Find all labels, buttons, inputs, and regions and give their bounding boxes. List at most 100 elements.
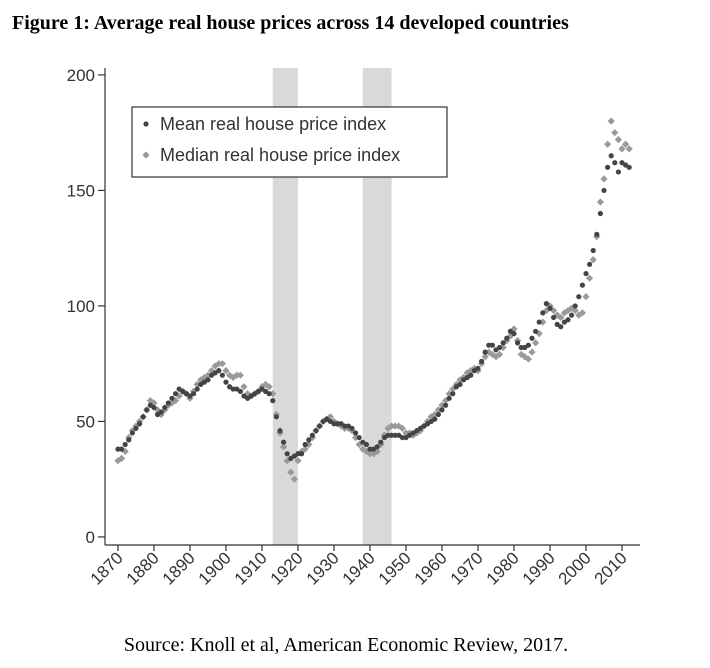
data-point (442, 402, 449, 408)
data-point (441, 397, 450, 405)
data-point (387, 422, 396, 430)
y-tick-label: 50 (76, 412, 95, 431)
data-point (266, 391, 272, 397)
data-point (114, 457, 122, 465)
data-point (305, 440, 313, 449)
data-point (511, 331, 517, 337)
data-point (583, 270, 589, 277)
data-point (237, 388, 243, 394)
data-point (295, 451, 301, 457)
data-point (576, 294, 582, 300)
data-point (540, 310, 546, 316)
data-point (233, 371, 241, 379)
legend: Mean real house price index Median real h… (131, 106, 448, 178)
data-point (218, 360, 226, 368)
data-point (133, 425, 139, 431)
x-tick-label: 1930 (303, 548, 343, 588)
data-point (575, 311, 583, 319)
data-point (590, 247, 596, 254)
y-tick-label: 100 (67, 297, 95, 316)
data-point (475, 365, 481, 371)
x-tick-label: 2010 (591, 548, 631, 588)
x-tick-label: 1950 (375, 548, 415, 588)
data-point (290, 475, 298, 483)
x-tick-label: 2000 (555, 548, 595, 588)
data-point (136, 421, 143, 427)
data-point (367, 446, 373, 452)
data-point (532, 328, 539, 334)
data-point (492, 353, 500, 361)
data-point (392, 432, 398, 438)
data-point (506, 332, 514, 340)
data-point (601, 187, 607, 194)
data-point (349, 425, 355, 431)
y-tick-label: 0 (86, 528, 95, 547)
data-point (331, 421, 337, 427)
data-point (528, 348, 536, 356)
data-point (626, 164, 632, 170)
data-point (572, 303, 578, 309)
source-note: Source: Knoll et al, American Economic R… (124, 634, 568, 656)
data-point (301, 445, 309, 453)
data-point (600, 175, 608, 183)
data-point (261, 380, 270, 389)
data-point (625, 145, 633, 153)
data-point (585, 274, 594, 282)
data-point (169, 395, 175, 401)
data-point (230, 386, 236, 392)
data-point (280, 439, 287, 445)
data-point (222, 367, 230, 375)
data-point (240, 383, 248, 391)
data-point (215, 360, 223, 368)
data-point (550, 314, 557, 321)
data-point (478, 358, 485, 364)
data-point (547, 305, 553, 311)
data-point (536, 319, 542, 325)
data-point (171, 397, 180, 405)
data-point (287, 468, 295, 476)
data-point (117, 454, 126, 462)
data-point (510, 325, 518, 333)
data-point (270, 398, 276, 404)
data-point (378, 439, 384, 445)
data-point (316, 423, 323, 429)
data-point (446, 395, 452, 401)
data-point (431, 410, 439, 419)
data-point (571, 306, 579, 315)
data-point (597, 210, 603, 217)
data-point (342, 423, 348, 429)
legend-label: Mean real house price index (160, 114, 386, 134)
data-point (543, 301, 549, 307)
data-point (118, 446, 125, 452)
data-point (277, 428, 283, 434)
data-point (496, 344, 503, 351)
data-point (150, 399, 158, 407)
data-point (115, 446, 121, 452)
data-point (205, 377, 211, 383)
data-point (517, 350, 525, 359)
data-point (211, 362, 219, 370)
data-point (557, 313, 565, 322)
data-point (273, 414, 279, 420)
data-point (558, 324, 564, 330)
data-point (313, 428, 319, 434)
x-tick-label: 1960 (411, 548, 451, 588)
data-point (146, 397, 154, 405)
data-point (565, 317, 571, 323)
data-point (450, 391, 456, 397)
data-point (579, 282, 585, 288)
data-point (549, 306, 558, 315)
data-point (518, 344, 524, 351)
data-point (582, 293, 590, 301)
data-point (283, 457, 291, 465)
data-point (162, 404, 168, 411)
data-point (596, 198, 604, 206)
data-point (284, 451, 290, 457)
data-point (398, 424, 406, 432)
data-point (399, 434, 405, 441)
data-point (309, 432, 315, 438)
data-point (265, 383, 273, 391)
data-point (306, 437, 312, 443)
data-point (521, 353, 529, 361)
